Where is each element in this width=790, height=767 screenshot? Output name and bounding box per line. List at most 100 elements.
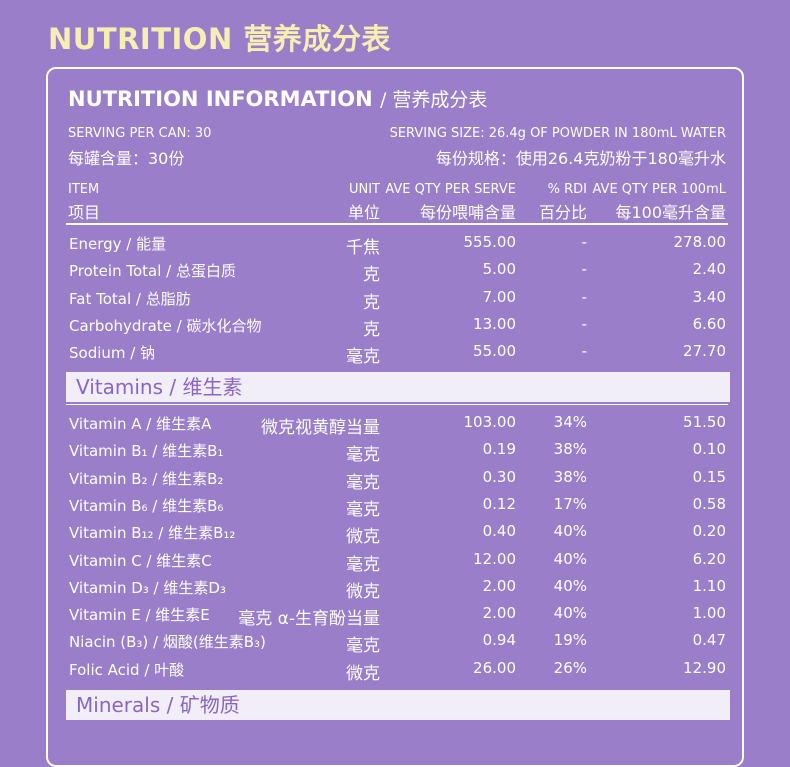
serve-cell: 55.00	[473, 342, 516, 361]
unit-cell: 毫克	[346, 472, 380, 493]
unit-cell: 千焦	[346, 238, 380, 258]
table-row: Vitamin B₂ / 维生素B₂ 毫克 0.30 38% 0.15	[0, 468, 790, 495]
header-rule	[66, 223, 728, 225]
serve-cell: 0.12	[482, 494, 516, 513]
table-row: Vitamin B₁ / 维生素B₁ 毫克 0.19 38% 0.10	[0, 440, 790, 467]
per100-cell: 0.20	[692, 522, 726, 541]
serve-cell: 103.00	[463, 413, 517, 431]
per100-cell: 0.15	[692, 467, 726, 486]
rdi-cell: 40%	[553, 549, 587, 568]
info-title: NUTRITION INFORMATION / 营养成分表	[68, 85, 487, 112]
header-serve-en: AVE QTY PER SERVE	[385, 182, 516, 197]
nutrient-name: Folic Acid / 叶酸	[69, 660, 185, 679]
table-row: Protein Total / 总蛋白质 克 5.00 - 2.40	[0, 260, 790, 287]
header-rdi-en: % RDI	[547, 182, 587, 197]
serve-cell: 555.00	[463, 233, 517, 251]
header-item-cn: 项目	[68, 203, 101, 222]
rdi-cell: 40%	[553, 576, 587, 595]
unit-cell: 克	[363, 292, 380, 313]
rdi-cell: 19%	[553, 631, 587, 650]
unit-cell: 微克	[346, 527, 380, 548]
vitamins-band: Vitamins / 维生素	[66, 372, 730, 402]
rdi-cell: 38%	[553, 440, 587, 459]
serve-cell: 13.00	[473, 314, 516, 333]
unit-cell: 毫克	[346, 554, 380, 575]
nutrient-name: Carbohydrate / 碳水化合物	[69, 316, 262, 335]
per100-cell: 6.60	[692, 314, 726, 333]
serve-cell: 0.30	[482, 467, 516, 486]
per100-cell: 12.90	[683, 658, 726, 677]
rdi-cell: -	[581, 260, 587, 279]
nutrient-name: Fat Total / 总脂肪	[69, 289, 191, 308]
serve-cell: 7.00	[482, 287, 516, 306]
rdi-cell: 40%	[553, 522, 587, 541]
header-rdi-cn: 百分比	[538, 203, 587, 222]
rdi-cell: 40%	[553, 604, 587, 623]
table-row: Vitamin D₃ / 维生素D₃ 微克 2.00 40% 1.10	[0, 577, 790, 604]
header-per100-cn: 每100毫升含量	[615, 203, 726, 222]
per100-cell: 3.40	[692, 287, 726, 306]
serving-size-en: SERVING SIZE: 26.4g OF POWDER IN 180mL W…	[389, 126, 726, 141]
table-row: Niacin (B₃) / 烟酸(维生素B₃) 毫克 0.94 19% 0.47	[0, 631, 790, 658]
unit-cell: 微克视黄醇当量	[261, 418, 380, 438]
serve-cell: 2.00	[482, 604, 516, 623]
rdi-cell: 17%	[553, 494, 587, 513]
rdi-cell: -	[581, 314, 587, 333]
per100-cell: 51.50	[683, 413, 726, 431]
table-row: Vitamin C / 维生素C 毫克 12.00 40% 6.20	[0, 550, 790, 577]
unit-cell: 克	[363, 265, 380, 286]
per100-cell: 6.20	[692, 549, 726, 568]
serve-cell: 0.40	[482, 522, 516, 541]
per100-cell: 1.00	[692, 604, 726, 623]
table-row: Vitamin B₆ / 维生素B₆ 毫克 0.12 17% 0.58	[0, 495, 790, 522]
serve-cell: 0.94	[482, 631, 516, 650]
per100-cell: 0.47	[692, 631, 726, 650]
nutrient-name: Sodium / 钠	[69, 344, 156, 363]
table-row: Sodium / 钠 毫克 55.00 - 27.70	[0, 342, 790, 369]
page-title: NUTRITION 营养成分表	[48, 22, 391, 56]
table-row: Fat Total / 总脂肪 克 7.00 - 3.40	[0, 288, 790, 315]
unit-cell: 毫克	[346, 445, 380, 466]
table-row: Energy / 能量 千焦 555.00 - 278.00	[0, 233, 790, 260]
header-unit-en: UNIT	[348, 182, 380, 197]
serve-cell: 12.00	[473, 549, 516, 568]
table-row: Vitamin A / 维生素A 微克视黄醇当量 103.00 34% 51.50	[0, 413, 790, 440]
header-per100-en: AVE QTY PER 100mL	[592, 182, 727, 197]
nutrient-name: Protein Total / 总蛋白质	[69, 262, 236, 281]
rdi-cell: 34%	[553, 413, 587, 431]
table-row: Folic Acid / 叶酸 微克 26.00 26% 12.90	[0, 659, 790, 686]
info-title-en: NUTRITION INFORMATION	[68, 87, 373, 111]
per100-cell: 0.10	[692, 440, 726, 459]
rdi-cell: -	[581, 233, 587, 251]
nutrient-name: Vitamin D₃ / 维生素D₃	[69, 578, 226, 597]
unit-cell: 微克	[346, 581, 380, 602]
per100-cell: 278.00	[673, 233, 727, 251]
header-item-en: ITEM	[68, 182, 100, 197]
per100-cell: 2.40	[692, 260, 726, 279]
table-row: Vitamin B₁₂ / 维生素B₁₂ 微克 0.40 40% 0.20	[0, 522, 790, 549]
nutrient-name: Vitamin B₁ / 维生素B₁	[69, 442, 224, 461]
nutrient-name: Vitamin B₁₂ / 维生素B₁₂	[69, 524, 236, 543]
nutrient-name: Vitamin B₂ / 维生素B₂	[69, 469, 224, 488]
per100-cell: 0.58	[692, 494, 726, 513]
nutrient-name: Energy / 能量	[69, 235, 167, 253]
per100-cell: 27.70	[683, 342, 726, 361]
nutrient-name: Vitamin E / 维生素E	[69, 606, 210, 625]
nutrient-name: Vitamin C / 维生素C	[69, 551, 212, 570]
serving-size-cn: 每份规格：使用26.4克奶粉于180毫升水	[435, 149, 726, 168]
unit-cell: 毫克 α-生育酚当量	[238, 609, 380, 630]
rdi-cell: -	[581, 342, 587, 361]
unit-cell: 克	[363, 319, 380, 340]
per100-cell: 1.10	[692, 576, 726, 595]
nutrient-name: Niacin (B₃) / 烟酸(维生素B₃)	[69, 633, 266, 652]
serve-cell: 2.00	[482, 576, 516, 595]
unit-cell: 毫克	[346, 636, 380, 657]
table-row: Vitamin E / 维生素E 毫克 α-生育酚当量 2.00 40% 1.00	[0, 604, 790, 631]
rdi-cell: 38%	[553, 467, 587, 486]
unit-cell: 毫克	[346, 347, 380, 368]
serve-cell: 26.00	[473, 658, 516, 677]
header-unit-cn: 单位	[347, 203, 380, 222]
table-row: Carbohydrate / 碳水化合物 克 13.00 - 6.60	[0, 315, 790, 342]
serve-cell: 0.19	[482, 440, 516, 459]
unit-cell: 毫克	[346, 499, 380, 520]
